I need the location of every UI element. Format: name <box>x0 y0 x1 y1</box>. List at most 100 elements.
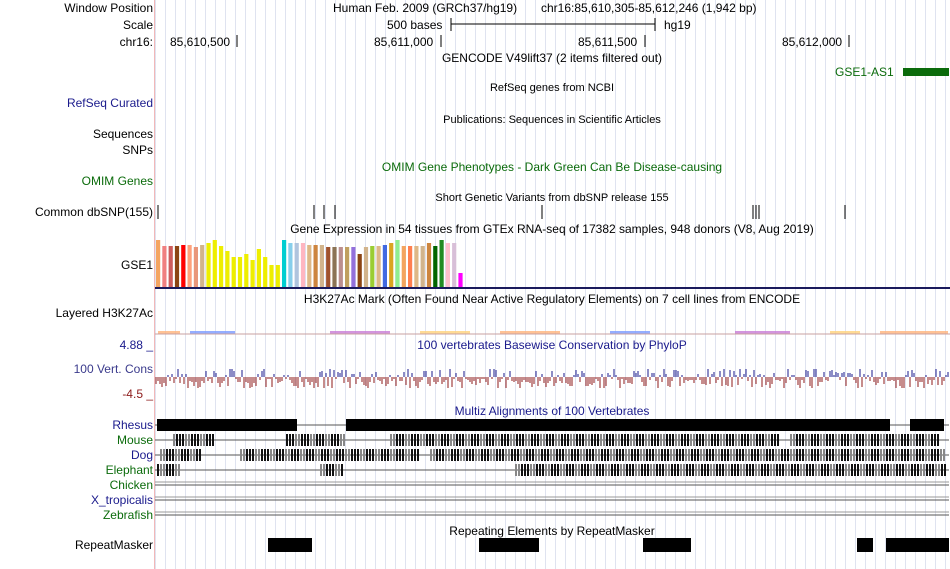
multiz-species-x-tropicalis[interactable]: X_tropicalis <box>90 493 153 507</box>
gtex-tissue-bar[interactable] <box>181 245 186 287</box>
multiz-species-zebrafish[interactable]: Zebrafish <box>102 508 153 522</box>
gtex-tissue-bar[interactable] <box>414 246 419 287</box>
gtex-tissue-bar[interactable] <box>282 240 287 287</box>
gtex-tissue-bar[interactable] <box>458 273 463 287</box>
gtex-tissue-bar[interactable] <box>345 247 350 287</box>
alignment-base <box>697 449 699 461</box>
repeat-element[interactable] <box>643 538 691 552</box>
h3k27ac-track-title[interactable]: H3K27Ac Mark (Often Found Near Active Re… <box>303 292 801 306</box>
gtex-tissue-bar[interactable] <box>244 254 249 287</box>
snps-track-label[interactable]: SNPs <box>122 143 153 157</box>
gtex-tissue-bar[interactable] <box>162 246 167 287</box>
sequences-track-label[interactable]: Sequences <box>92 127 153 141</box>
alignment-base <box>752 464 754 476</box>
gtex-tissue-bar[interactable] <box>294 243 299 287</box>
alignment-base <box>721 449 723 461</box>
alignment-base <box>811 434 813 446</box>
omim-track-title[interactable]: OMIM Gene Phenotypes - Dark Green Can Be… <box>381 160 723 174</box>
multiz-species-chicken[interactable]: Chicken <box>109 478 153 492</box>
repeat-element[interactable] <box>268 538 312 552</box>
gtex-tissue-bar[interactable] <box>307 245 312 287</box>
gtex-tissue-bar[interactable] <box>401 246 406 287</box>
gtex-tissue-bar[interactable] <box>389 243 394 287</box>
alignment-base <box>460 449 462 461</box>
publications-track-title[interactable]: Publications: Sequences in Scientific Ar… <box>443 114 661 126</box>
gtex-tissue-bar[interactable] <box>193 247 198 287</box>
alignment-base <box>854 464 856 476</box>
gtex-tissue-bar[interactable] <box>433 246 438 287</box>
gtex-tissue-bar[interactable] <box>326 247 331 287</box>
gtex-tissue-bar[interactable] <box>376 246 381 287</box>
repeatmasker-track-label[interactable]: RepeatMasker <box>74 538 153 552</box>
gtex-tissue-bar[interactable] <box>408 246 413 287</box>
gtex-track-title[interactable]: Gene Expression in 54 tissues from GTEx … <box>290 222 814 236</box>
gtex-tissue-bar[interactable] <box>452 243 457 287</box>
gtex-tissue-bar[interactable] <box>200 245 205 287</box>
gencode-track-title[interactable]: GENCODE V49lift37 (2 items filtered out) <box>441 51 663 65</box>
alignment-block[interactable] <box>910 419 944 431</box>
alignment-base <box>723 434 725 446</box>
gtex-gene-label[interactable]: GSE1 <box>120 258 153 272</box>
gtex-tissue-bar[interactable] <box>370 246 375 287</box>
gtex-tissue-bar[interactable] <box>439 240 444 287</box>
multiz-species-dog[interactable]: Dog <box>130 448 153 462</box>
gtex-tissue-bar[interactable] <box>212 240 217 287</box>
gtex-tissue-bar[interactable] <box>319 245 324 287</box>
gtex-tissue-bar[interactable] <box>420 246 425 287</box>
omim-track-label[interactable]: OMIM Genes <box>81 174 153 188</box>
gtex-tissue-bar[interactable] <box>206 243 211 287</box>
gtex-tissue-bar[interactable] <box>256 249 261 287</box>
multiz-species-rhesus[interactable]: Rhesus <box>112 418 153 432</box>
gtex-tissue-bar[interactable] <box>237 257 243 287</box>
gtex-tissue-bar[interactable] <box>275 265 280 287</box>
conservation-track-title[interactable]: 100 vertebrates Basewise Conservation by… <box>417 338 687 352</box>
gtex-tissue-bar[interactable] <box>351 247 356 287</box>
gtex-tissue-bar[interactable] <box>187 245 192 287</box>
gtex-tissue-bar[interactable] <box>168 246 173 287</box>
repeat-element[interactable] <box>857 538 873 552</box>
gtex-tissue-bar[interactable] <box>332 247 337 287</box>
repeatmasker-track-title[interactable]: Repeating Elements by RepeatMasker <box>449 524 655 538</box>
gtex-tissue-bar[interactable] <box>263 257 268 287</box>
dbsnp-track-label[interactable]: Common dbSNP(155) <box>34 205 153 219</box>
gtex-tissue-bar[interactable] <box>363 247 369 287</box>
conservation-track-label[interactable]: 100 Vert. Cons <box>73 362 153 376</box>
gtex-tissue-bar[interactable] <box>357 254 362 287</box>
alignment-block[interactable] <box>346 419 890 431</box>
gtex-tissue-bar[interactable] <box>338 247 343 287</box>
gtex-tissue-bar[interactable] <box>174 246 180 287</box>
gtex-tissue-bar[interactable] <box>445 243 450 287</box>
gtex-tissue-bar[interactable] <box>288 243 293 287</box>
gene-label-gse1-as1[interactable]: GSE1-AS1 <box>835 65 894 79</box>
refseq-track-label[interactable]: RefSeq Curated <box>66 96 153 110</box>
alignment-base <box>417 434 419 446</box>
gtex-tissue-bar[interactable] <box>156 240 161 287</box>
multiz-track-title[interactable]: Multiz Alignments of 100 Vertebrates <box>454 404 650 418</box>
alignment-block[interactable] <box>157 419 297 431</box>
genomic-position[interactable]: chr16:85,610,305-85,612,246 (1,942 bp) <box>541 1 757 15</box>
multiz-species-mouse[interactable]: Mouse <box>116 433 153 447</box>
repeat-element[interactable] <box>886 538 949 552</box>
gtex-tissue-bar[interactable] <box>231 257 236 287</box>
repeat-element[interactable] <box>479 538 539 552</box>
gtex-tissue-bar[interactable] <box>313 245 318 287</box>
multiz-species-elephant[interactable]: Elephant <box>105 463 153 477</box>
gtex-tissue-bar[interactable] <box>225 251 230 287</box>
gtex-tissue-bar[interactable] <box>382 245 387 287</box>
gtex-tissue-bar[interactable] <box>250 260 255 287</box>
refseq-track-title[interactable]: RefSeq genes from NCBI <box>489 82 615 94</box>
dbsnp-track-title[interactable]: Short Genetic Variants from dbSNP releas… <box>435 192 669 204</box>
gtex-tissue-bar[interactable] <box>395 240 400 287</box>
gtex-tissue-bar[interactable] <box>300 243 306 287</box>
h3k27ac-track-label[interactable]: Layered H3K27Ac <box>55 306 153 320</box>
gtex-tissue-bar[interactable] <box>426 243 432 287</box>
gene-feature-gse1-as1[interactable] <box>903 68 949 76</box>
gtex-tissue-bar[interactable] <box>219 246 224 287</box>
gtex-tissue-bar[interactable] <box>269 265 274 287</box>
